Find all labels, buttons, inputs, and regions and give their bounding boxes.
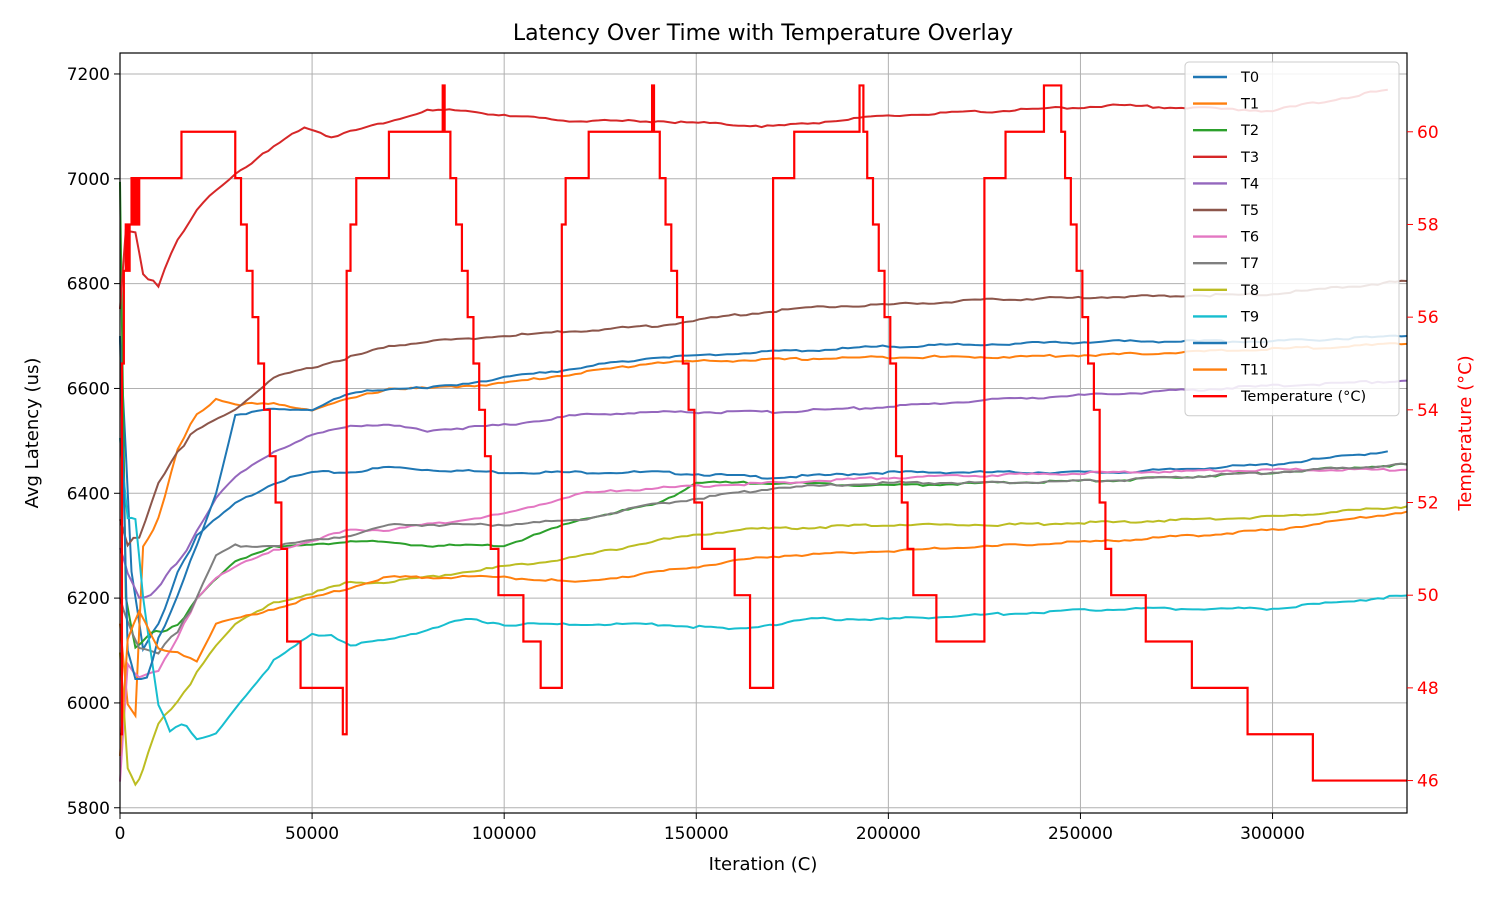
temperature-series-line (120, 84, 1407, 782)
legend-box (1184, 61, 1400, 417)
series-line-t7 (119, 462, 1408, 655)
series-line-t9 (119, 437, 1408, 741)
legend-label: T0 (1240, 70, 1259, 86)
axes-layer: 0 50000 100000 150000 200000 250000 300000 5800… (67, 65, 1439, 844)
y-axis-label: Avg Latency (us) (22, 358, 43, 509)
y-tick-label: 6000 (67, 694, 110, 714)
legend-label: T9 (1240, 309, 1259, 325)
y-tick-label: 6400 (67, 484, 110, 504)
x-tick-label: 150000 (664, 824, 729, 844)
y2-tick-label: 60 (1417, 123, 1439, 143)
x-tick-label: 200000 (856, 824, 921, 844)
y-tick-label: 7200 (67, 65, 110, 85)
legend-label: T6 (1240, 230, 1259, 246)
y2-axis-label: Temperature (°C) (1455, 355, 1476, 511)
x-tick-label: 300000 (1240, 824, 1305, 844)
temperature-layer (120, 84, 1407, 782)
series-line-t3 (119, 88, 1388, 310)
grid-layer (119, 53, 1407, 813)
legend-label: T1 (1240, 97, 1259, 113)
legend: T0 T1 T2 T3 T4 T5 T6 T7 T8 T9 T10 T11 Temperature (°… (1184, 61, 1400, 417)
legend-label: T11 (1240, 363, 1268, 379)
plot-frame (119, 52, 1408, 814)
x-tick-label: 250000 (1048, 824, 1113, 844)
legend-label: T10 (1240, 336, 1268, 352)
legend-label: T8 (1240, 283, 1259, 299)
y-tick-label: 6800 (67, 275, 110, 295)
chart-title: Latency Over Time with Temperature Overl… (513, 21, 1013, 46)
legend-label: T7 (1240, 256, 1259, 272)
x-tick-label: 100000 (472, 824, 537, 844)
y-tick-label: 7000 (67, 170, 110, 190)
x-axis-label: Iteration (C) (709, 854, 818, 875)
series-line-t0 (119, 335, 1389, 653)
legend-label: T4 (1240, 176, 1259, 192)
x-tick-label: 0 (115, 824, 126, 844)
y-tick-label: 5800 (67, 799, 110, 819)
legend-label: T2 (1240, 123, 1259, 139)
y2-tick-label: 46 (1417, 772, 1439, 792)
y-tick-label: 6600 (67, 379, 110, 399)
legend-label: T3 (1240, 150, 1259, 166)
y2-tick-label: 50 (1417, 586, 1439, 606)
y-tick-label: 6200 (67, 589, 110, 609)
series-line-t6 (119, 467, 1408, 782)
y2-tick-label: 56 (1417, 308, 1439, 328)
x-tick-label: 50000 (285, 824, 339, 844)
series-line-t11 (119, 510, 1408, 757)
y2-tick-label: 54 (1417, 401, 1439, 421)
y2-tick-label: 48 (1417, 679, 1439, 699)
y2-tick-label: 58 (1417, 215, 1439, 235)
series-line-t8 (119, 505, 1408, 787)
legend-label: T5 (1240, 203, 1259, 219)
y2-tick-label: 52 (1417, 494, 1439, 514)
legend-label: Temperature (°C) (1240, 389, 1366, 405)
